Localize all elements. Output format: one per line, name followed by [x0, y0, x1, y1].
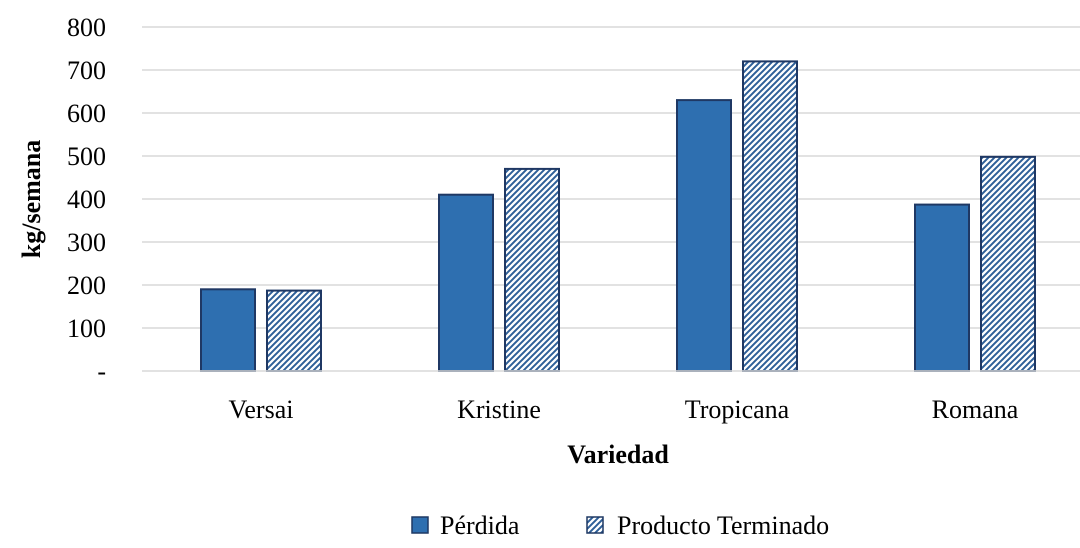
y-tick-label: 100	[67, 314, 106, 343]
x-axis-title: Variedad	[567, 440, 669, 469]
bar-perdida	[914, 203, 970, 372]
legend-swatch	[411, 516, 429, 534]
y-tick-label: 200	[67, 271, 106, 300]
bars	[200, 60, 1036, 373]
y-tick-label: 600	[67, 99, 106, 128]
legend-swatch	[586, 516, 604, 534]
y-tick-label: 400	[67, 185, 106, 214]
bar-perdida	[676, 99, 732, 372]
y-tick-label: -	[97, 357, 106, 386]
y-axis-title: kg/semana	[17, 140, 46, 258]
y-tick-label: 500	[67, 142, 106, 171]
legend-label: Producto Terminado	[617, 511, 829, 540]
x-category-label: Kristine	[457, 395, 541, 424]
gridlines	[142, 26, 1080, 329]
y-tick-label: 800	[67, 13, 106, 42]
bar-perdida	[200, 288, 256, 372]
legend: Pérdida Producto Terminado	[411, 511, 829, 540]
x-category-label: Romana	[932, 395, 1019, 424]
bar-producto-terminado	[266, 289, 322, 372]
x-axis-categories: Versai Kristine Tropicana Romana	[229, 395, 1019, 424]
y-tick-label: 700	[67, 56, 106, 85]
y-axis-ticks: - 100 200 300 400 500 600 700 800	[67, 13, 106, 386]
y-tick-label: 300	[67, 228, 106, 257]
x-category-label: Tropicana	[685, 395, 790, 424]
x-category-label: Versai	[229, 395, 294, 424]
legend-label: Pérdida	[440, 511, 520, 540]
bar-producto-terminado	[742, 60, 798, 373]
bar-producto-terminado	[980, 155, 1036, 372]
bar-producto-terminado	[504, 167, 560, 372]
bar-perdida	[438, 193, 494, 372]
